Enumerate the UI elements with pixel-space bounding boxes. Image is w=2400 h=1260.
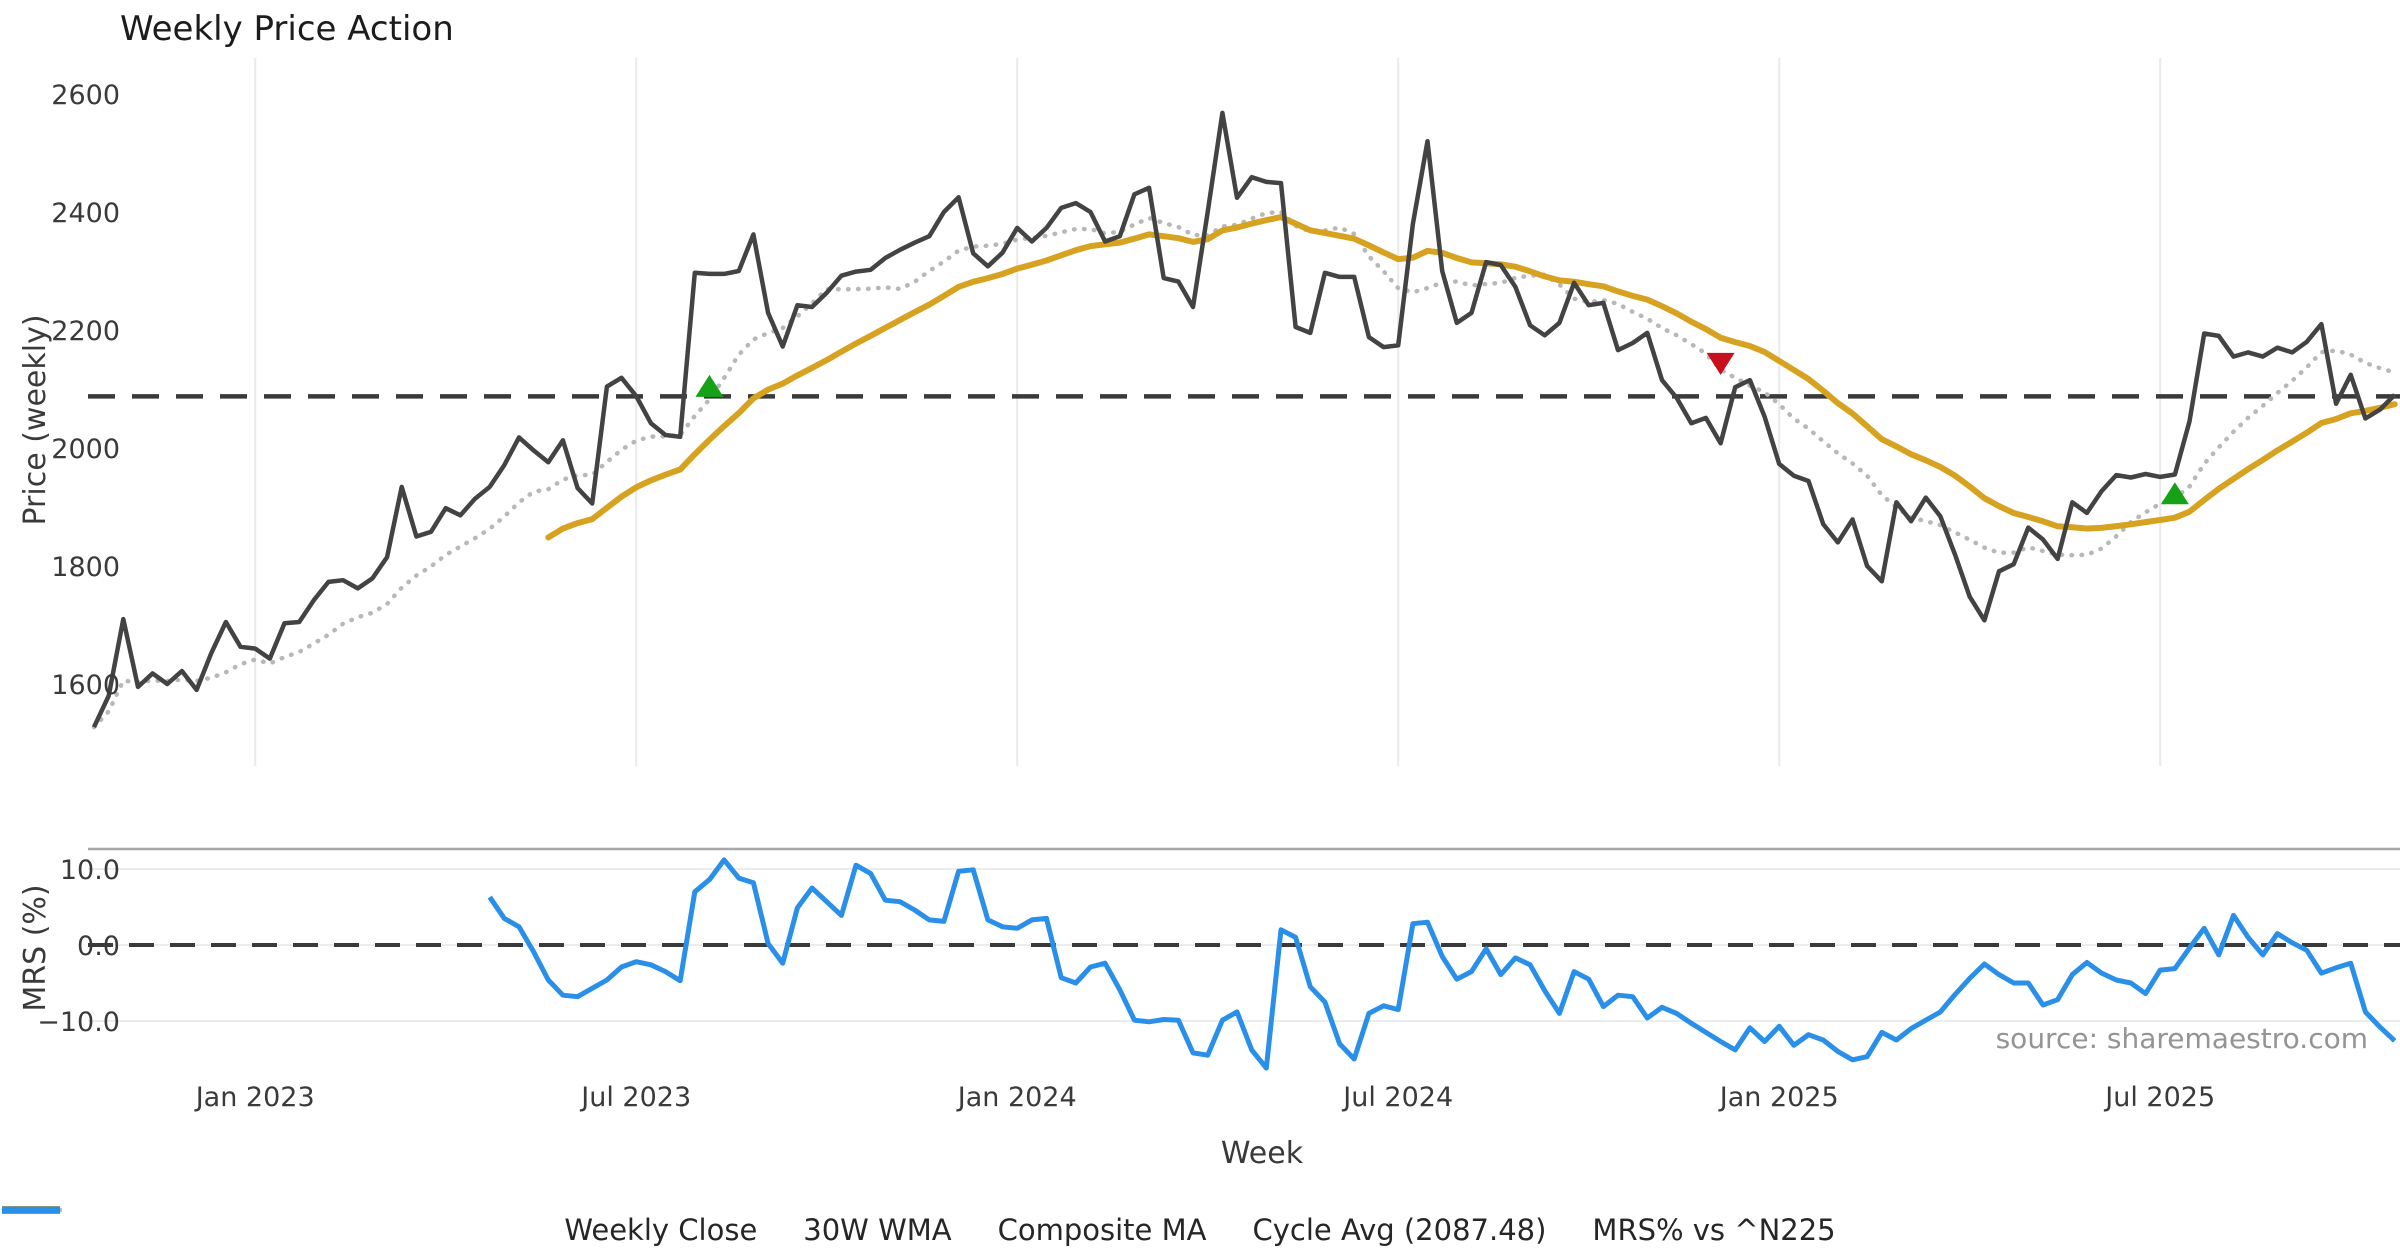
weekly-close-line [91,110,2397,729]
wma-line [545,214,2398,541]
mrs-panel-gridlines [88,847,2400,1022]
sell-signal-marker [1706,352,1735,375]
price-y-tick-label: 2600 [51,80,120,111]
legend-item-30w-wma: 30W WMA [2,1206,952,1247]
x-tick-label: Jul 2023 [579,1082,691,1113]
x-tick-label: Jan 2024 [956,1082,1077,1113]
price-y-tick-label: 1800 [51,552,120,583]
mrs-axis-label: MRS (%) [18,884,53,1011]
page-title: Weekly Price Action [120,9,454,49]
price-y-tick-label: 1600 [51,670,120,701]
x-tick-label: Jul 2025 [2103,1082,2215,1113]
legend-item-cycle-avg: Cycle Avg (2087.48) [2,1207,1547,1247]
mrs-y-tick-label: −10.0 [37,1007,120,1038]
legend-item-composite-ma: Composite MA [1,1207,1207,1247]
x-tick-label: Jul 2024 [1341,1082,1453,1113]
x-tick-label: Jan 2025 [1718,1082,1839,1113]
price-axis-label: Price (weekly) [18,314,53,525]
mrs-line-icon [2,1206,60,1214]
legend-label: Cycle Avg (2087.48) [1252,1213,1547,1247]
legend-label: Composite MA [997,1213,1207,1247]
legend-item-mrs: MRS% vs ^N225 [2,1206,1836,1247]
mrs-y-tick-label: 10.0 [60,855,120,886]
buy-signal-marker [2160,482,2189,505]
mrs-line [487,857,2397,1071]
x-tick-label: Jan 2023 [194,1082,315,1113]
axis-tick-labels: 1600 1800 2000 2200 2400 2600 10.0 0.0 −10.0 Jan … [37,80,2215,1113]
price-panel-gridlines [254,58,2162,766]
x-axis-label: Week [1221,1136,1304,1171]
price-y-tick-label: 2200 [51,316,120,347]
source-watermark: source: sharemaestro.com [1996,1022,2368,1055]
legend: Weekly Close 30W WMA Composite MA Cycle … [0,1204,2400,1256]
composite-ma-line [91,209,2397,730]
legend-label: Weekly Close [564,1213,758,1247]
mrs-panel-lines [88,857,2400,1071]
buy-signal-marker [695,374,724,397]
mrs-y-tick-label: 0.0 [77,931,120,962]
price-y-tick-label: 2400 [51,198,120,229]
legend-label: MRS% vs ^N225 [1592,1213,1836,1247]
legend-item-weekly-close: Weekly Close [2,1206,758,1247]
price-panel-lines [88,110,2400,730]
signal-markers [695,352,2189,505]
price-y-tick-label: 2000 [51,434,120,465]
legend-label: 30W WMA [803,1213,952,1247]
